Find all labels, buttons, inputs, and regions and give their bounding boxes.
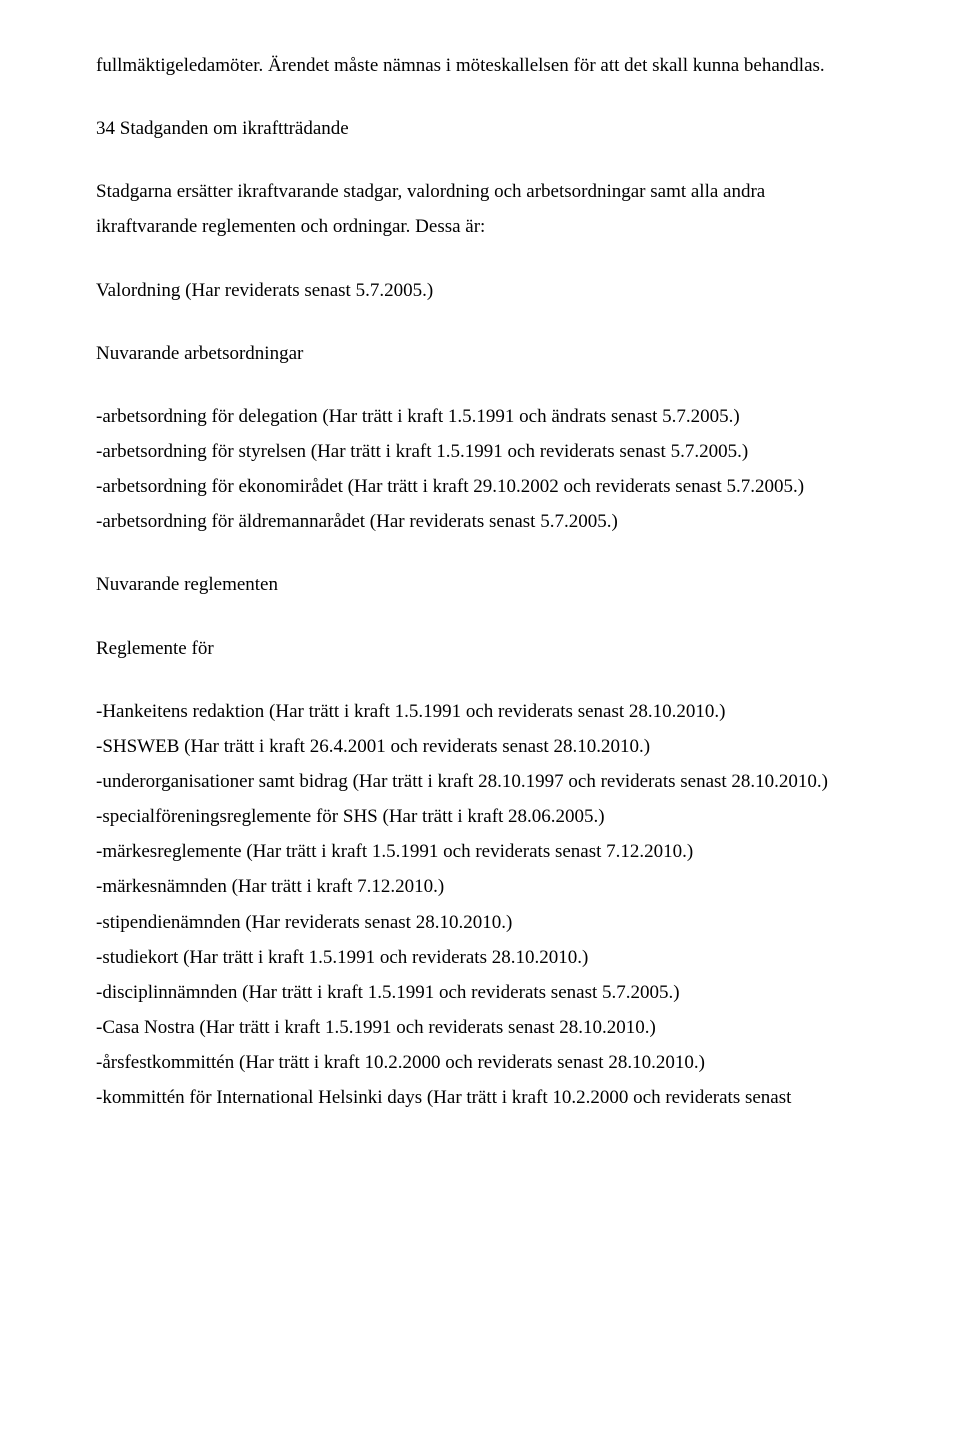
list-item: -specialföreningsreglemente för SHS (Har… bbox=[96, 799, 864, 834]
reglementen-heading: Nuvarande reglementen bbox=[96, 567, 864, 602]
reglemente-list: -Hankeitens redaktion (Har trätt i kraft… bbox=[96, 694, 864, 1116]
list-item: -underorganisationer samt bidrag (Har tr… bbox=[96, 764, 864, 799]
list-item: -årsfestkommittén (Har trätt i kraft 10.… bbox=[96, 1045, 864, 1080]
list-item: -kommittén för International Helsinki da… bbox=[96, 1080, 864, 1115]
reglemente-for: Reglemente för bbox=[96, 631, 864, 666]
list-item: -Hankeitens redaktion (Har trätt i kraft… bbox=[96, 694, 864, 729]
list-item: -arbetsordning för äldremannarådet (Har … bbox=[96, 504, 864, 539]
list-item: -arbetsordning för delegation (Har trätt… bbox=[96, 399, 864, 434]
list-item: -märkesnämnden (Har trätt i kraft 7.12.2… bbox=[96, 869, 864, 904]
section-34-body: Stadgarna ersätter ikraftvarande stadgar… bbox=[96, 174, 864, 244]
list-item: -studiekort (Har trätt i kraft 1.5.1991 … bbox=[96, 940, 864, 975]
list-item: -arbetsordning för styrelsen (Har trätt … bbox=[96, 434, 864, 469]
intro-paragraph: fullmäktigeledamöter. Ärendet måste nämn… bbox=[96, 48, 864, 83]
list-item: -disciplinnämnden (Har trätt i kraft 1.5… bbox=[96, 975, 864, 1010]
document-page: fullmäktigeledamöter. Ärendet måste nämn… bbox=[0, 0, 960, 1163]
arbetsordningar-list: -arbetsordning för delegation (Har trätt… bbox=[96, 399, 864, 540]
list-item: -märkesreglemente (Har trätt i kraft 1.5… bbox=[96, 834, 864, 869]
list-item: -SHSWEB (Har trätt i kraft 26.4.2001 och… bbox=[96, 729, 864, 764]
list-item: -arbetsordning för ekonomirådet (Har trä… bbox=[96, 469, 864, 504]
list-item: -Casa Nostra (Har trätt i kraft 1.5.1991… bbox=[96, 1010, 864, 1045]
valordning-line: Valordning (Har reviderats senast 5.7.20… bbox=[96, 273, 864, 308]
arbetsordningar-heading: Nuvarande arbetsordningar bbox=[96, 336, 864, 371]
section-34-title: 34 Stadganden om ikraftträdande bbox=[96, 111, 864, 146]
list-item: -stipendienämnden (Har reviderats senast… bbox=[96, 905, 864, 940]
